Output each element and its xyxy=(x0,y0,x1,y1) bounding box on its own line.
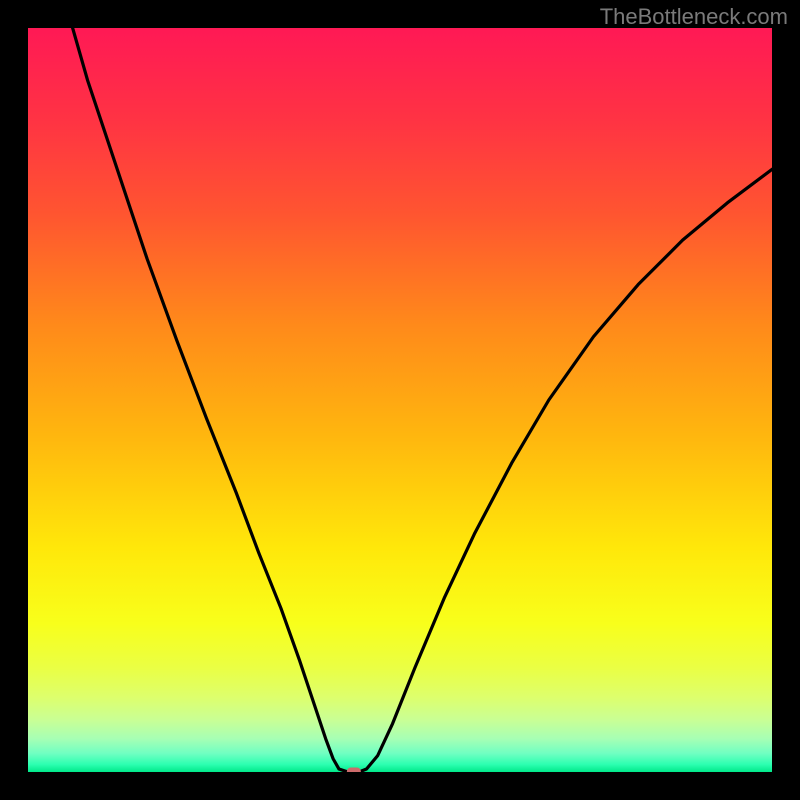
plot-area xyxy=(28,28,772,772)
watermark-text: TheBottleneck.com xyxy=(600,4,788,30)
gradient-rect xyxy=(28,28,772,772)
chart-container: TheBottleneck.com xyxy=(0,0,800,800)
optimal-point-marker xyxy=(347,768,361,773)
bottleneck-curve-chart xyxy=(28,28,772,772)
